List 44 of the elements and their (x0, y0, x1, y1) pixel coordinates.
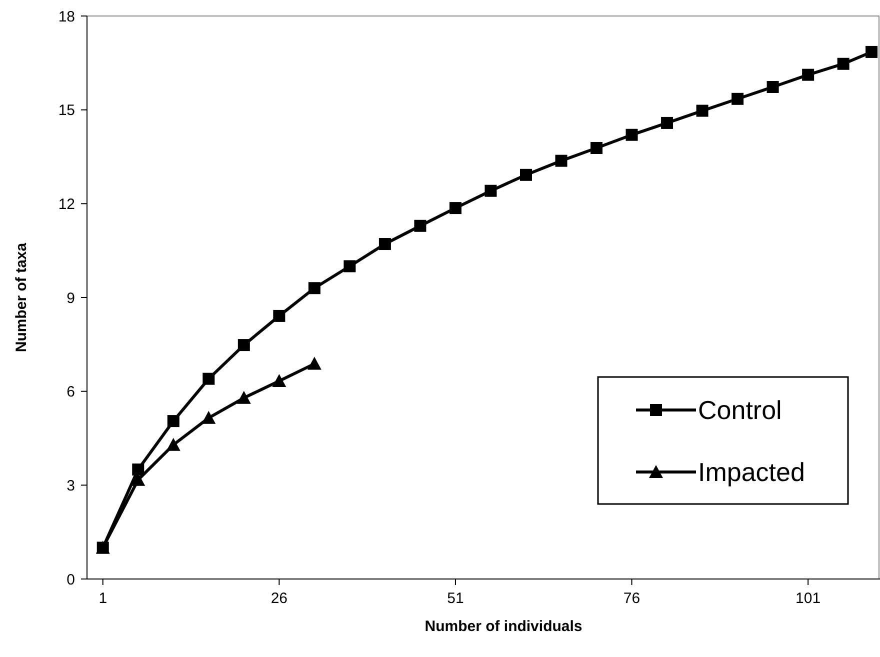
point (272, 374, 286, 388)
y-tick-label: 0 (66, 571, 75, 588)
y-tick-label: 12 (58, 196, 75, 213)
point (555, 154, 568, 167)
point (166, 438, 180, 451)
point (273, 310, 286, 322)
x-tick-label: 26 (270, 590, 288, 607)
y-axis-title: Number of taxa (13, 242, 30, 352)
point (732, 92, 744, 105)
point (167, 415, 180, 428)
point (236, 390, 251, 404)
legend-label: Impacted (698, 457, 805, 488)
point (307, 356, 322, 370)
point (484, 184, 497, 197)
point (238, 339, 250, 352)
point (802, 68, 814, 81)
point (520, 168, 532, 181)
point (96, 542, 109, 554)
point (696, 104, 708, 117)
point (590, 142, 603, 154)
point (837, 58, 850, 70)
point (308, 282, 320, 294)
point (866, 46, 878, 58)
point (202, 372, 215, 385)
point (626, 128, 638, 141)
point (132, 464, 144, 476)
point (661, 116, 674, 129)
y-tick-label: 15 (58, 102, 75, 120)
x-tick-label: 101 (796, 590, 821, 607)
legend-label: Control (698, 395, 782, 426)
x-tick-label: 51 (447, 590, 464, 607)
point (414, 220, 426, 232)
y-tick-label: 3 (66, 477, 75, 494)
point (378, 238, 391, 250)
point (202, 410, 216, 424)
x-axis-title: Number of individuals (424, 618, 582, 635)
point (449, 202, 462, 214)
x-tick-label: 1 (98, 590, 108, 607)
y-tick-label: 6 (66, 384, 75, 401)
point (344, 260, 356, 272)
y-tick-label: 18 (58, 8, 75, 26)
y-tick-label: 9 (66, 290, 75, 307)
x-tick-label: 76 (623, 590, 640, 607)
point (766, 81, 779, 93)
